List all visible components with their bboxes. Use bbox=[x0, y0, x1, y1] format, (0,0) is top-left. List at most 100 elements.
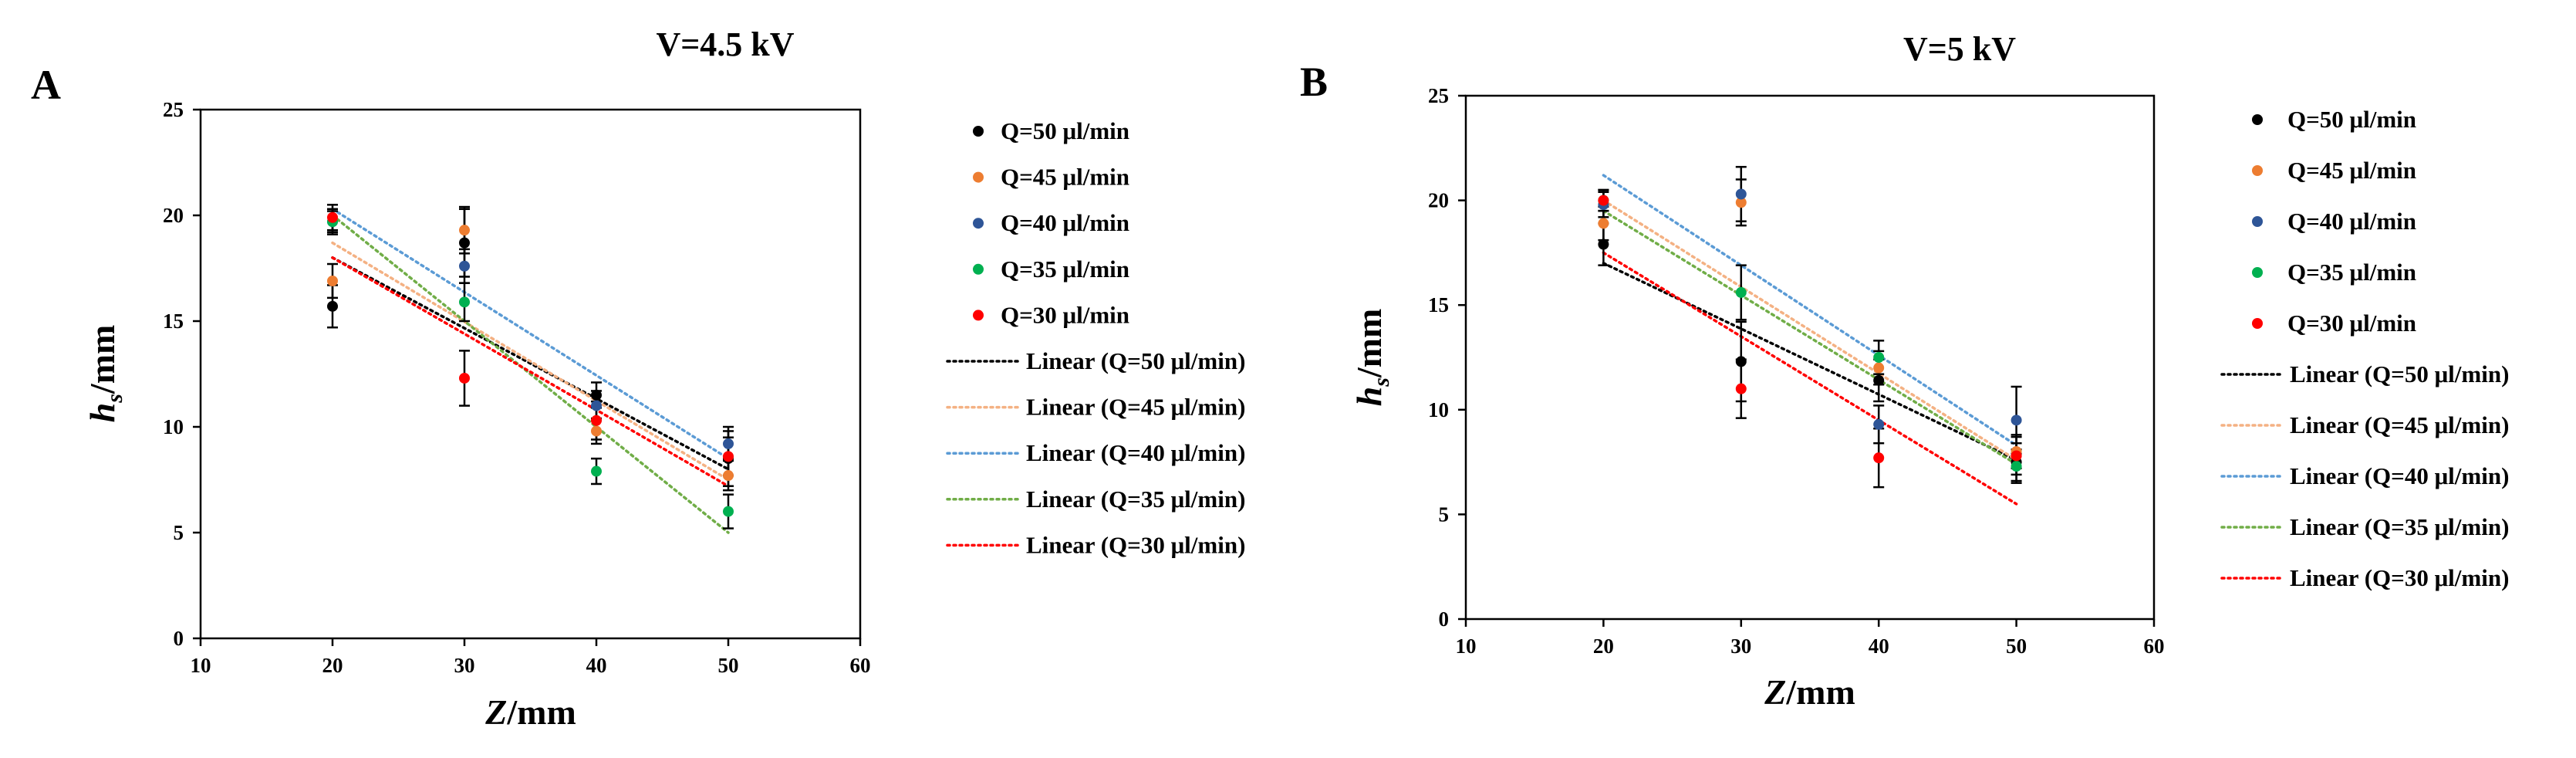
panel-b-point-s0-x30 bbox=[1735, 356, 1747, 367]
panel-a-legend-marker-1 bbox=[973, 171, 984, 183]
panel-b-legend-label-0: Q=50 μl/min bbox=[2287, 106, 2416, 133]
panel-b: B V=5 kV 10 20 30 40 50 60 0 5 10 15 20 25 Z/mm hs… bbox=[1300, 30, 2509, 712]
panel-b-point-s1-x20 bbox=[1598, 218, 1609, 229]
panel-b-point-s4-x20 bbox=[1598, 195, 1609, 206]
panel-b-legend-trend-label-1: Linear (Q=45 μl/min) bbox=[2290, 411, 2509, 438]
panel-a-trendline-0 bbox=[331, 256, 730, 471]
panel-a-y-axis-unit: /mm bbox=[83, 325, 122, 394]
panel-b-legend: Q=50 μl/min Q=45 μl/min Q=40 μl/min Q=35 μl… bbox=[2220, 106, 2509, 591]
panel-a-point-s4-x40 bbox=[591, 415, 602, 426]
panel-a-point-s1-x20 bbox=[327, 275, 338, 286]
panel-a-x-axis-unit: /mm bbox=[506, 692, 576, 732]
panel-a-point-s1-x30 bbox=[459, 225, 470, 236]
panel-a-point-s2-x30 bbox=[459, 260, 470, 272]
panel-b-y-axis-sub: s bbox=[1369, 377, 1394, 387]
panel-a-point-s3-x50 bbox=[723, 506, 734, 517]
panel-a-point-s3-x40 bbox=[591, 465, 602, 477]
panel-a-x-tick-label: 30 bbox=[454, 654, 475, 677]
panel-b-point-s3-x50 bbox=[2010, 461, 2022, 472]
panel-b-point-s0-x40 bbox=[1873, 374, 1885, 386]
panel-b-letter: B bbox=[1300, 59, 1328, 105]
panel-a-y-tick-label: 15 bbox=[163, 310, 184, 333]
panel-b-legend-trend-label-0: Linear (Q=50 μl/min) bbox=[2290, 360, 2509, 387]
panel-a-point-s0-x30 bbox=[459, 237, 470, 249]
panel-a-point-s4-x50 bbox=[723, 451, 734, 462]
panel-b-point-s1-x40 bbox=[1873, 362, 1885, 374]
panel-b-y-tick-label: 10 bbox=[1428, 398, 1449, 421]
panel-a-point-s4-x30 bbox=[459, 372, 470, 384]
panel-a-trendline-2 bbox=[331, 208, 730, 460]
panel-b-plot-area bbox=[1464, 94, 2156, 621]
panel-b-y-tick-label: 25 bbox=[1428, 84, 1449, 107]
panel-b-legend-label-2: Q=40 μl/min bbox=[2287, 208, 2416, 235]
panel-b-x-tick-label: 30 bbox=[1730, 634, 1751, 658]
panel-b-legend-label-3: Q=35 μl/min bbox=[2287, 259, 2416, 286]
panel-a-y-tick-label: 0 bbox=[174, 627, 184, 650]
panel-a-point-s0-x40 bbox=[591, 389, 602, 401]
panel-b-trendline-1 bbox=[1602, 198, 2018, 462]
panel-a-x-tick-label: 60 bbox=[850, 654, 871, 677]
panel-b-point-s0-x20 bbox=[1598, 239, 1609, 250]
panel-b-legend-marker-1 bbox=[2252, 165, 2263, 176]
panel-b-legend-marker-2 bbox=[2252, 216, 2263, 227]
panel-a-legend-trend-label-2: Linear (Q=40 μl/min) bbox=[1026, 439, 1245, 466]
panel-a-x-axis-title: Z/mm bbox=[484, 692, 576, 732]
panel-b-y-tick-label: 5 bbox=[1439, 503, 1450, 526]
panel-a-legend-marker-3 bbox=[973, 263, 984, 275]
panel-a-y-axis-var: h bbox=[83, 403, 122, 423]
panel-a-legend: Q=50 μl/min Q=45 μl/min Q=40 μl/min Q=35 μl… bbox=[946, 117, 1245, 558]
panel-a-point-s0-x20 bbox=[327, 300, 338, 312]
panel-a-point-s4-x20 bbox=[327, 211, 338, 223]
panel-a-legend-label-1: Q=45 μl/min bbox=[1001, 164, 1129, 191]
panel-a-y-tick-label: 20 bbox=[163, 204, 184, 227]
panel-a-legend-marker-2 bbox=[973, 218, 984, 229]
panel-a-x-tick-label: 10 bbox=[191, 654, 211, 677]
panel-b-y-tick-label: 0 bbox=[1439, 607, 1450, 631]
panel-b-x-tick-label: 40 bbox=[1869, 634, 1889, 658]
panel-a-plot-area bbox=[199, 108, 862, 640]
panel-a-point-s1-x40 bbox=[591, 425, 602, 437]
panel-b-x-tick-label: 20 bbox=[1593, 634, 1614, 658]
panel-b-legend-trend-label-3: Linear (Q=35 μl/min) bbox=[2290, 513, 2509, 540]
panel-b-legend-marker-4 bbox=[2252, 318, 2263, 329]
panel-a-legend-label-4: Q=30 μl/min bbox=[1001, 301, 1129, 328]
panel-a-x-tick-label: 50 bbox=[718, 654, 739, 677]
panel-a-trendline-3 bbox=[331, 214, 730, 534]
panel-b-x-tick-label: 50 bbox=[2006, 634, 2027, 658]
panel-b-legend-trend-label-2: Linear (Q=40 μl/min) bbox=[2290, 462, 2509, 489]
panel-a-point-s3-x30 bbox=[459, 296, 470, 308]
panel-a-title: V=4.5 kV bbox=[656, 25, 794, 63]
panel-a-point-s2-x50 bbox=[723, 438, 734, 449]
panel-a-legend-trend-label-1: Linear (Q=45 μl/min) bbox=[1026, 394, 1245, 421]
panel-b-legend-marker-0 bbox=[2252, 114, 2263, 125]
panel-a-legend-trend-label-0: Linear (Q=50 μl/min) bbox=[1026, 347, 1245, 374]
panel-a-legend-label-3: Q=35 μl/min bbox=[1001, 255, 1129, 283]
panel-b-legend-label-1: Q=45 μl/min bbox=[2287, 157, 2416, 184]
panel-b-x-axis-title: Z/mm bbox=[1764, 672, 1855, 712]
panel-b-point-s3-x40 bbox=[1873, 352, 1885, 363]
panel-b-trendline-4 bbox=[1602, 251, 2018, 506]
panel-b-trendline-2 bbox=[1602, 174, 2018, 447]
panel-a-legend-marker-0 bbox=[973, 126, 984, 137]
panel-a-trendline-1 bbox=[331, 241, 730, 482]
panel-b-point-s2-x50 bbox=[2010, 415, 2022, 426]
panel-b-point-s1-x30 bbox=[1735, 197, 1747, 208]
panel-b-title: V=5 kV bbox=[1903, 30, 2016, 68]
panel-b-x-axis-unit: /mm bbox=[1785, 672, 1855, 712]
panel-a-point-s2-x40 bbox=[591, 400, 602, 411]
panel-a-y-tick-label: 10 bbox=[163, 415, 184, 438]
panel-a-point-s1-x50 bbox=[723, 470, 734, 482]
panel-b-x-tick-label: 10 bbox=[1456, 634, 1477, 658]
panel-a-y-axis-title: hs/mm bbox=[83, 325, 127, 423]
panel-a-trendline-4 bbox=[331, 256, 730, 488]
panel-a-letter: A bbox=[31, 62, 61, 108]
panel-a-x-tick-label: 40 bbox=[586, 654, 607, 677]
panel-b-point-s4-x50 bbox=[2010, 450, 2022, 462]
panel-a-x-axis-var: Z bbox=[484, 692, 507, 732]
panel-b-x-axis-var: Z bbox=[1764, 672, 1786, 712]
panel-a-y-tick-label: 5 bbox=[174, 521, 184, 544]
panel-b-y-axis-title: hs/mm bbox=[1349, 309, 1394, 407]
panel-b-point-s2-x40 bbox=[1873, 418, 1885, 430]
panel-b-point-s4-x40 bbox=[1873, 452, 1885, 464]
